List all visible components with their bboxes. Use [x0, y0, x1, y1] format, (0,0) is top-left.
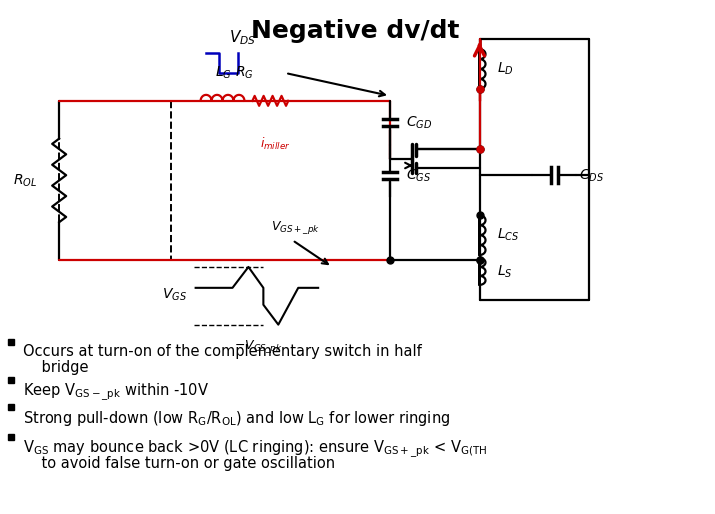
Text: $L_D$: $L_D$: [498, 61, 514, 77]
Text: $L_G\ R_G$: $L_G\ R_G$: [215, 65, 254, 81]
Text: $-V_{GS\_pk}$: $-V_{GS\_pk}$: [234, 338, 282, 355]
Text: $V_{GS+\_pk}$: $V_{GS+\_pk}$: [271, 219, 320, 236]
Text: Strong pull-down (low R$_{\rm G}$/R$_{\rm OL}$) and low L$_{\rm G}$ for lower ri: Strong pull-down (low R$_{\rm G}$/R$_{\r…: [24, 409, 450, 428]
Text: Negative dv/dt: Negative dv/dt: [251, 20, 459, 43]
Text: V$_{\rm GS}$ may bounce back >0V (LC ringing): ensure V$_{\rm GS+\_pk}$ < V$_{\r: V$_{\rm GS}$ may bounce back >0V (LC rin…: [24, 439, 488, 460]
Text: Keep V$_{\rm GS-\_pk}$ within -10V: Keep V$_{\rm GS-\_pk}$ within -10V: [24, 382, 209, 403]
Text: $i_{miller}$: $i_{miller}$: [260, 136, 290, 152]
Text: $R_{OL}$: $R_{OL}$: [13, 172, 37, 189]
Text: to avoid false turn-on or gate oscillation: to avoid false turn-on or gate oscillati…: [24, 456, 335, 471]
Text: $V_{GS}$: $V_{GS}$: [162, 287, 187, 303]
Text: $L_S$: $L_S$: [498, 264, 513, 280]
Text: $V_{DS}$: $V_{DS}$: [229, 28, 255, 47]
Text: $C_{GS}$: $C_{GS}$: [406, 167, 431, 183]
Text: $C_{GD}$: $C_{GD}$: [406, 115, 432, 131]
Text: Occurs at turn-on of the complementary switch in half: Occurs at turn-on of the complementary s…: [24, 343, 422, 359]
Text: $L_{CS}$: $L_{CS}$: [498, 227, 520, 243]
Text: bridge: bridge: [24, 360, 89, 375]
Text: $C_{DS}$: $C_{DS}$: [579, 167, 604, 183]
